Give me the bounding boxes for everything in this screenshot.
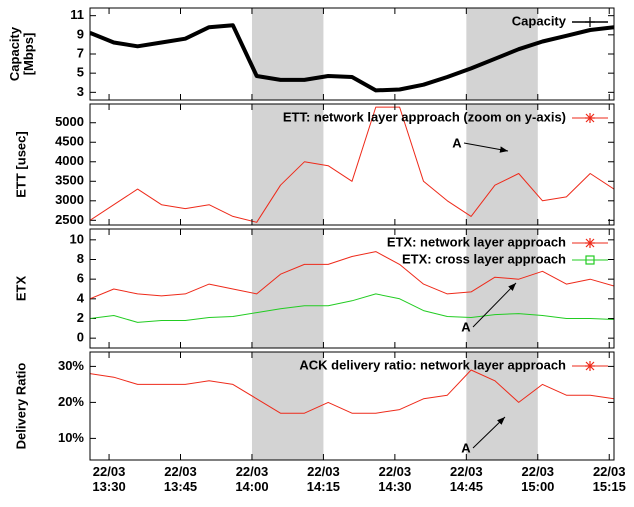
x-tick-label-line: 14:45 — [450, 479, 483, 494]
y-tick-label: 11 — [70, 7, 84, 22]
annotation-arrow — [472, 416, 506, 449]
x-tick-label-line: 22/03 — [236, 464, 269, 479]
x-tick-label-line: 22/03 — [593, 464, 626, 479]
x-tick-label: 22/03 14:30 — [378, 464, 411, 494]
x-tick-label-line: 22/03 — [379, 464, 412, 479]
plot-frame — [89, 228, 615, 349]
series-group — [90, 23, 614, 93]
annotation-arrow — [472, 282, 517, 328]
legend-marker — [585, 361, 595, 371]
legend-label: Capacity — [512, 13, 567, 28]
plot-frame — [89, 351, 615, 461]
y-tick-label: 10 — [70, 231, 84, 246]
x-tick-label: 22/03 13:30 — [92, 464, 125, 494]
x-tick-label: 22/03 15:15 — [593, 464, 626, 494]
series-group — [90, 106, 614, 223]
y-tick-label: 2500 — [55, 212, 84, 227]
y-tick-label: 5 — [77, 65, 84, 80]
shaded-interval — [251, 352, 324, 460]
series-line — [90, 106, 614, 223]
series-line — [90, 23, 614, 93]
y-tick-label: 3 — [77, 84, 84, 99]
annotation: A — [452, 135, 462, 150]
x-tick-label-line: 22/03 — [450, 464, 483, 479]
x-tick-label: 22/03 13:45 — [164, 464, 197, 494]
y-axis-label: ETX — [13, 276, 28, 302]
y-tick-label: 9 — [77, 26, 84, 41]
shaded-interval — [466, 229, 538, 348]
annotation: A — [461, 440, 471, 455]
y-axis-label: Capacity[Mbps] — [7, 26, 36, 81]
shaded-interval — [251, 104, 324, 225]
x-tick-label: 22/03 15:00 — [521, 464, 554, 494]
x-tick-label: 22/03 14:15 — [307, 464, 340, 494]
x-tick-label-line: 13:45 — [164, 479, 197, 494]
shaded-interval — [466, 352, 538, 460]
y-tick-label: 3500 — [55, 173, 84, 188]
x-tick-label-line: 15:15 — [593, 479, 626, 494]
y-tick-label: 5000 — [55, 114, 84, 129]
x-tick-label-line: 14:30 — [378, 479, 411, 494]
y-axis-label-line: Capacity — [7, 26, 22, 81]
x-tick-label-line: 15:00 — [521, 479, 554, 494]
y-tick-label: 2 — [77, 310, 84, 325]
x-tick-label-line: 22/03 — [93, 464, 126, 479]
legend-label: ETX: network layer approach — [387, 234, 566, 249]
legend-label: ETX: cross layer approach — [402, 251, 566, 266]
plot-frame — [89, 7, 615, 101]
y-tick-label: 8 — [77, 251, 84, 266]
plot-frame — [89, 103, 615, 226]
x-tick-label-line: 14:00 — [235, 479, 268, 494]
x-tick-label-line: 22/03 — [522, 464, 555, 479]
series-line — [90, 293, 614, 323]
y-tick-label: 3000 — [55, 192, 84, 207]
legend-label: ACK delivery ratio: network layer approa… — [299, 357, 566, 372]
x-tick-label-line: 13:30 — [92, 479, 125, 494]
y-tick-label: 30% — [58, 358, 84, 373]
shaded-interval — [251, 8, 324, 100]
shaded-interval — [466, 104, 538, 225]
panel: 2500 3000 3500 4000 4500 5000 ETT [usec] ETT: n… — [13, 103, 615, 227]
x-tick-label-line: 22/03 — [307, 464, 340, 479]
y-axis-label-line: [Mbps] — [21, 33, 36, 76]
panel: 10% 20% 30% Delivery Ratio ACK delivery rati… — [13, 351, 615, 461]
annotation-arrow — [463, 142, 509, 153]
y-axis-label: Delivery Ratio — [13, 363, 28, 450]
y-tick-label: 0 — [77, 330, 84, 345]
legend-marker — [585, 238, 595, 248]
panel: 0 2 4 6 8 10 ETX ETX: network layer approach ETX… — [13, 228, 615, 349]
y-tick-label: 4000 — [55, 153, 84, 168]
series-line — [90, 251, 614, 300]
y-tick-label: 7 — [77, 45, 84, 60]
x-tick-label: 22/03 14:45 — [450, 464, 483, 494]
y-tick-label: 6 — [77, 271, 84, 286]
legend-marker — [585, 113, 595, 123]
y-tick-label: 20% — [58, 394, 84, 409]
x-tick-label: 22/03 14:00 — [235, 464, 268, 494]
legend-marker — [585, 255, 595, 265]
series-group — [90, 369, 614, 414]
y-tick-label: 10% — [58, 430, 84, 445]
y-axis-label: ETT [usec] — [13, 131, 28, 197]
series-line — [90, 369, 614, 414]
x-tick-label-line: 14:15 — [307, 479, 340, 494]
legend-marker — [585, 17, 595, 27]
legend-label: ETT: network layer approach (zoom on y-a… — [283, 109, 566, 124]
y-tick-label: 4500 — [55, 134, 84, 149]
series-group — [90, 251, 614, 323]
x-tick-label-line: 22/03 — [164, 464, 197, 479]
y-tick-label: 4 — [77, 290, 85, 305]
annotation: A — [461, 319, 471, 334]
